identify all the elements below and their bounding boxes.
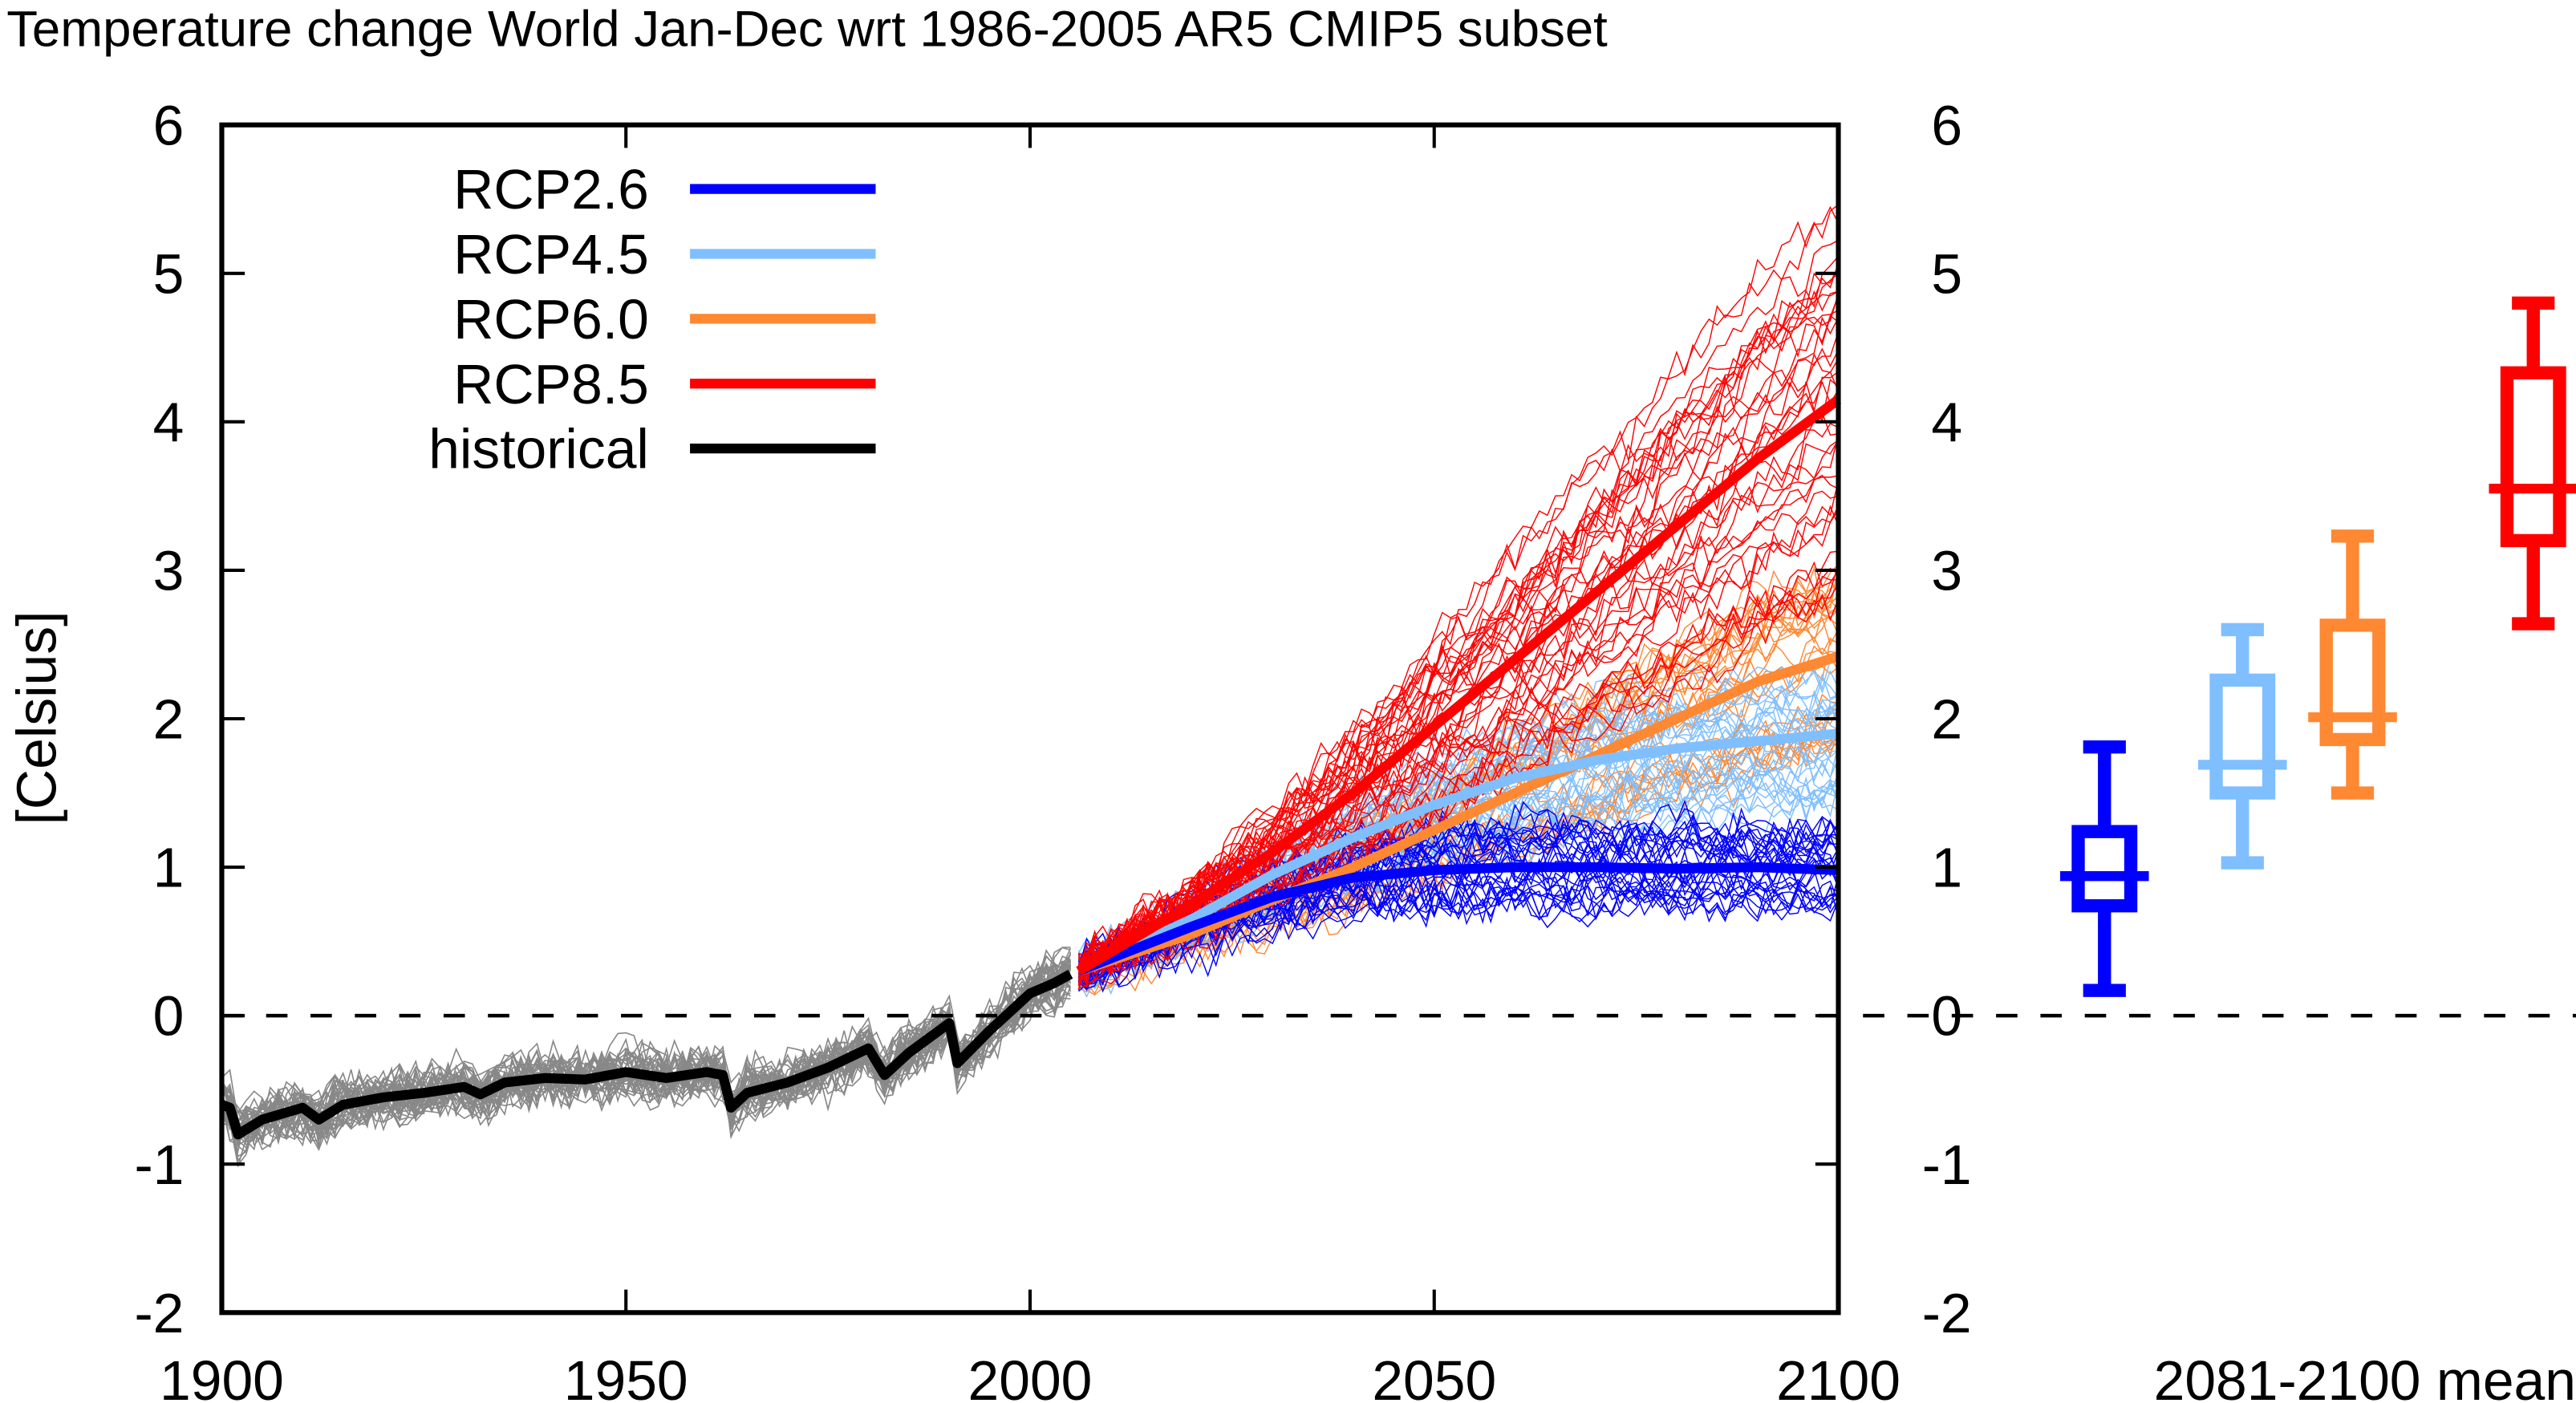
y-tick-label-right: 5 (1931, 242, 1962, 305)
box-iqr (2071, 825, 2138, 913)
legend-label: historical (428, 418, 649, 481)
historical-member-line (221, 977, 1072, 1154)
y-tick-label-left: 4 (153, 391, 185, 453)
legend-label: RCP2.6 (453, 158, 649, 221)
y-tick-label-right: 1 (1931, 837, 1962, 899)
y-tick-label-right: -2 (1922, 1282, 1972, 1344)
y-tick-label-left: 1 (153, 837, 185, 899)
x-tick-label: 2000 (968, 1349, 1093, 1403)
boxplot-RCP8.5 (2489, 296, 2576, 631)
y-tick-label-right: 2 (1931, 688, 1962, 751)
boxplot-RCP2.6 (2059, 740, 2149, 997)
x-tick-label: 2100 (1776, 1349, 1901, 1403)
RCP8.5-member-line (1077, 423, 1839, 976)
historical-mean-line (220, 969, 1073, 1140)
y-tick-label-right: -1 (1922, 1133, 1972, 1196)
y-tick-label-left: 0 (153, 985, 185, 1048)
RCP4.5-mean-line (1076, 728, 1840, 976)
box-iqr (2319, 618, 2386, 747)
RCP8.5-member-line (1078, 293, 1840, 971)
y-tick-label-right: 4 (1931, 391, 1962, 453)
y-tick-label-left: 3 (153, 540, 185, 602)
y-tick-label-left: 5 (153, 242, 185, 305)
y-tick-label-left: 2 (153, 688, 185, 751)
box-x-label: 2081-2100 mean (2154, 1349, 2576, 1403)
mean-series (220, 395, 1842, 1140)
box-iqr (2500, 366, 2566, 548)
RCP4.5-member-line (1077, 768, 1839, 979)
RCP8.5-member-line (1078, 256, 1840, 963)
legend-label: RCP4.5 (453, 223, 649, 286)
RCP2.6-mean-line (1077, 862, 1839, 976)
x-tick-label: 2050 (1372, 1349, 1496, 1403)
RCP2.6-member-line (1077, 879, 1840, 991)
RCP8.5-member-line (1077, 509, 1840, 972)
y-tick-label-right: 0 (1931, 985, 1962, 1048)
y-tick-label-left: -2 (134, 1282, 184, 1344)
y-axis-label: [Celsius] (6, 611, 68, 825)
x-tick-label: 1900 (160, 1349, 284, 1403)
boxplot-RCP6.0 (2308, 529, 2397, 800)
RCP8.5-member-line (1078, 294, 1840, 965)
RCP2.6-member-line (1077, 811, 1839, 982)
boxplots (2059, 296, 2576, 997)
legend-label: RCP8.5 (453, 353, 649, 416)
y-tick-label-left: -1 (134, 1133, 184, 1196)
y-tick-label-left: 6 (153, 94, 185, 156)
RCP8.5-member-line (1078, 331, 1840, 978)
y-tick-label-right: 3 (1931, 540, 1962, 602)
legend-label: RCP6.0 (453, 288, 649, 351)
RCP2.6-member-line (1077, 876, 1840, 984)
RCP2.6-member-line (1077, 883, 1840, 978)
x-tick-label: 1950 (564, 1349, 688, 1403)
boxplot-RCP4.5 (2197, 622, 2287, 870)
y-tick-label-right: 6 (1931, 94, 1962, 156)
chart-title: Temperature change World Jan-Dec wrt 198… (6, 1, 1608, 57)
RCP8.5-member-line (1077, 314, 1839, 990)
RCP8.5-mean-line (1076, 395, 1842, 975)
axis-ticks: -2 -2 -1 -1 0 0 1 1 2 2 3 3 4 4 5 5 6 6 1900 1950 2000 2050 21… (134, 94, 1971, 1403)
box-iqr (2209, 673, 2276, 800)
